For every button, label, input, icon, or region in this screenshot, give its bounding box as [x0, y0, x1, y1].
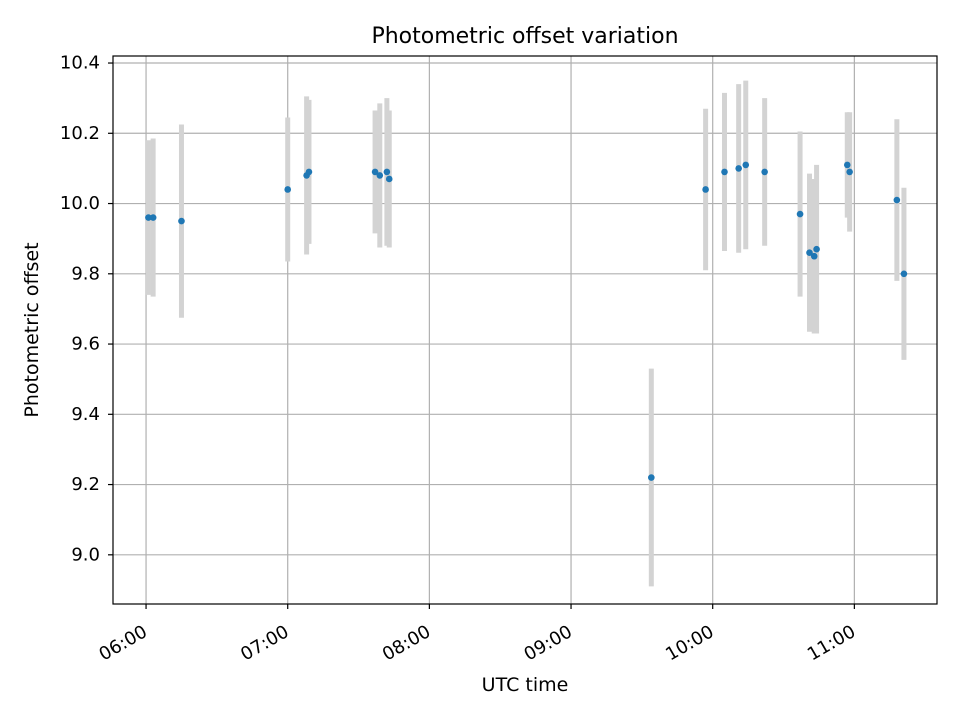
- data-point: [721, 168, 728, 176]
- data-point: [178, 217, 185, 225]
- data-point: [383, 168, 391, 176]
- data-point: [376, 172, 384, 179]
- data-point: [813, 245, 820, 253]
- y-tick-label: 10.2: [60, 123, 100, 144]
- x-tick-label: 07:00: [237, 621, 292, 665]
- x-axis-ticks: 06:00 07:00 08:00 09:00 10:00 11:00: [96, 604, 859, 665]
- data-point: [385, 175, 393, 183]
- y-tick-label: 9.6: [71, 334, 100, 355]
- data-point: [648, 474, 655, 481]
- data-point: [900, 270, 908, 278]
- x-axis-label: UTC time: [482, 674, 569, 696]
- y-axis-label: Photometric offset: [21, 242, 43, 417]
- y-tick-label: 9.4: [71, 404, 100, 425]
- x-tick-label: 06:00: [96, 621, 151, 665]
- data-point: [843, 161, 851, 169]
- x-tick-label: 10:00: [662, 621, 717, 665]
- data-point: [305, 168, 313, 176]
- data-point: [149, 214, 157, 221]
- plot-frame: [112, 55, 938, 605]
- y-tick-label: 9.2: [71, 474, 100, 495]
- x-tick-label: 09:00: [521, 621, 576, 665]
- data-point: [796, 210, 804, 218]
- y-tick-label: 9.0: [71, 544, 100, 565]
- data-point: [761, 168, 768, 176]
- error-bars: [145, 80, 907, 587]
- y-tick-label: 10.4: [60, 53, 100, 74]
- x-tick-label: 08:00: [379, 621, 434, 665]
- data-point: [145, 214, 152, 221]
- y-tick-label: 9.8: [71, 263, 100, 284]
- x-tick-label: 11:00: [804, 621, 859, 665]
- data-point: [284, 186, 292, 193]
- data-point: [371, 168, 379, 176]
- data-points: [145, 161, 908, 481]
- data-point: [735, 165, 742, 172]
- data-point: [702, 186, 709, 193]
- data-point: [806, 249, 813, 257]
- data-point: [742, 161, 750, 169]
- y-tick-label: 10.0: [60, 193, 100, 214]
- data-point: [810, 252, 818, 260]
- y-axis-ticks: 9.0 9.2 9.4 9.6 9.8 10.0 10.2 10.4: [60, 53, 113, 565]
- data-point: [893, 196, 901, 204]
- chart-title: Photometric offset variation: [371, 24, 678, 49]
- data-point: [846, 168, 853, 176]
